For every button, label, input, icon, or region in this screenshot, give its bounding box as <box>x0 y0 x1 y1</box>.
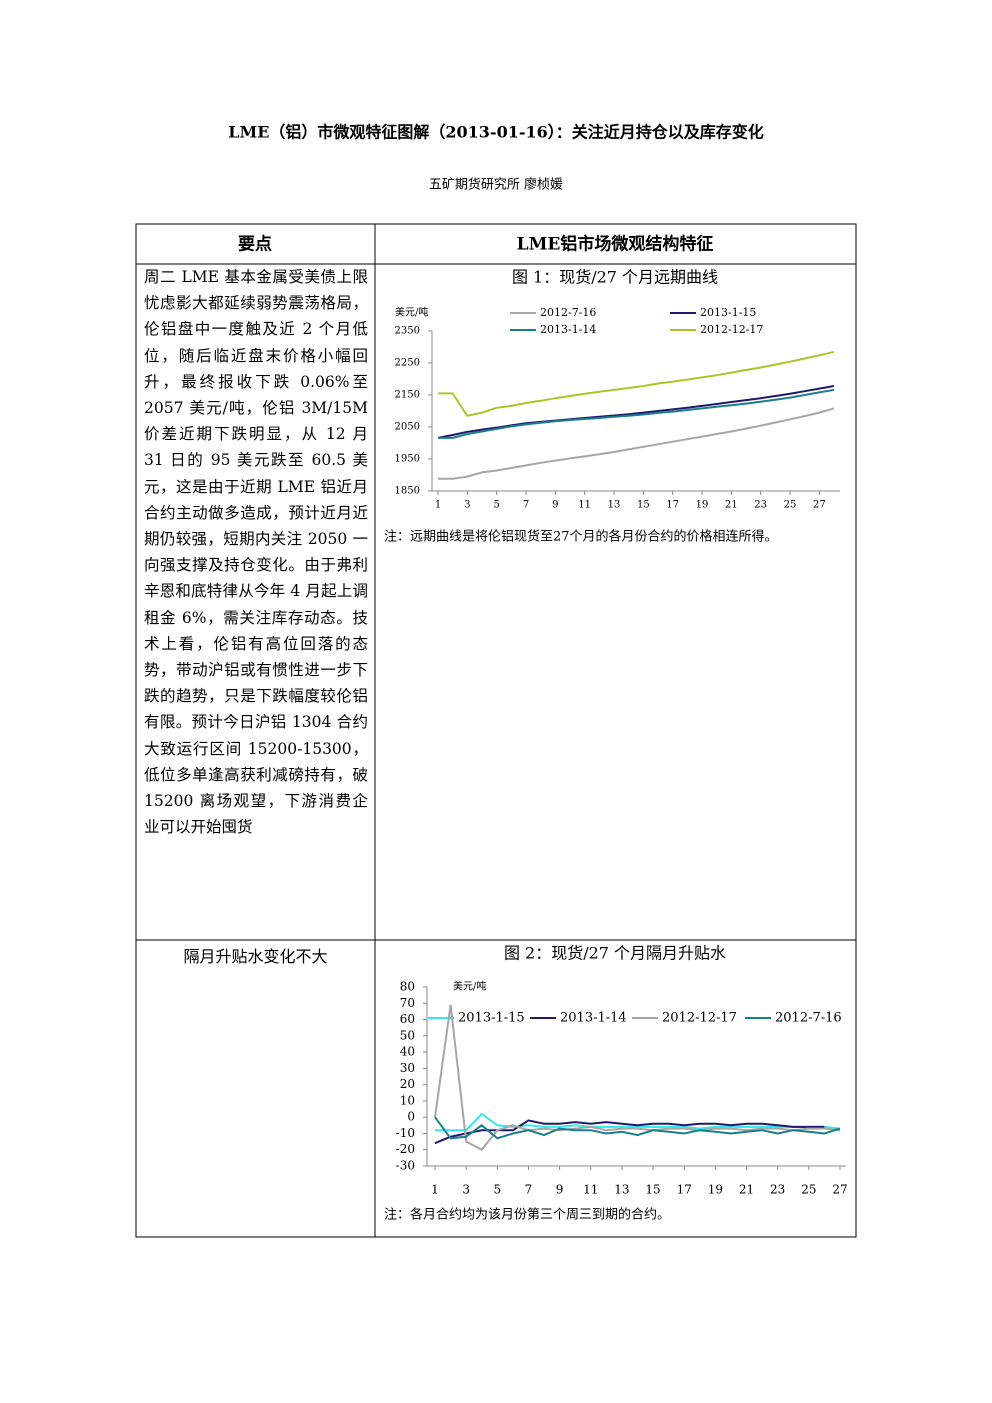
x-tick-label: 9 <box>552 500 558 511</box>
x-tick-label: 7 <box>523 500 529 511</box>
y-tick-label: 80 <box>400 980 415 994</box>
y-tick-label: -20 <box>396 1142 415 1156</box>
x-tick-label: 13 <box>608 500 621 511</box>
chart-title: 图 1：现货/27 个月远期曲线 <box>512 268 718 287</box>
x-tick-label: 13 <box>614 1183 629 1197</box>
y-tick-label: 2050 <box>395 422 420 433</box>
x-tick-label: 27 <box>832 1183 847 1197</box>
series-line <box>438 407 835 480</box>
x-tick-label: 3 <box>462 1183 470 1197</box>
legend-label: 2012-7-16 <box>540 306 596 319</box>
y-tick-label: 70 <box>400 996 415 1010</box>
series-line <box>437 385 835 439</box>
x-tick-label: 1 <box>431 1183 439 1197</box>
series-line <box>434 1116 841 1140</box>
legend-label: 2013-1-14 <box>560 1011 627 1026</box>
legend-label: 2013-1-15 <box>700 306 756 319</box>
legend-label: 2012-12-17 <box>662 1011 737 1026</box>
y-tick-label: 1950 <box>395 454 420 465</box>
x-tick-label: 5 <box>493 1183 501 1197</box>
x-tick-label: 17 <box>677 1183 692 1197</box>
y-tick-label: 40 <box>400 1045 415 1059</box>
x-tick-label: 25 <box>784 500 797 511</box>
x-tick-label: 7 <box>525 1183 533 1197</box>
x-tick-label: 3 <box>464 500 470 511</box>
table-border <box>135 223 857 1238</box>
y-tick-label: 1850 <box>395 486 420 497</box>
x-tick-label: 15 <box>637 500 650 511</box>
legend-label: 2012-7-16 <box>775 1011 842 1026</box>
y-tick-label: 2150 <box>395 390 420 401</box>
legend-label: 2013-1-15 <box>458 1011 525 1026</box>
chart-title: 图 2：现货/27 个月隔月升贴水 <box>504 944 726 963</box>
doc-title: LME（铝）市微观特征图解（2013-01-16）：关注近月持仓以及库存变化 <box>228 123 764 142</box>
x-tick-label: 11 <box>578 500 591 511</box>
x-tick-label: 19 <box>696 500 709 511</box>
x-tick-label: 27 <box>813 500 826 511</box>
y-tick-label: 60 <box>400 1012 415 1026</box>
x-tick-label: 19 <box>708 1183 723 1197</box>
x-tick-label: 15 <box>645 1183 660 1197</box>
doc-author: 五矿期货研究所 廖桢媛 <box>429 177 563 193</box>
y-tick-label: 0 <box>407 1110 415 1124</box>
x-tick-label: 17 <box>666 500 679 511</box>
y-tick-label: 2250 <box>395 358 420 369</box>
table-header: LME铝市场微观结构特征 <box>517 234 714 255</box>
y-tick-label: -10 <box>396 1126 415 1140</box>
table-header: 要点 <box>238 234 272 255</box>
chart-note: 注：各月合约均为该月份第三个周三到期的合约。 <box>384 1207 670 1223</box>
legend-label: 2012-12-17 <box>700 323 763 336</box>
x-tick-label: 11 <box>583 1183 598 1197</box>
y-tick-label: -30 <box>396 1159 415 1173</box>
series-line <box>438 350 835 417</box>
y-tick-label: 20 <box>400 1077 415 1091</box>
x-tick-label: 21 <box>725 500 738 511</box>
legend-label: 2013-1-14 <box>540 323 596 336</box>
chart-note: 注：远期曲线是将伦铝现货至27个月的各月份合约的价格相连所得。 <box>384 529 778 545</box>
series-line <box>434 1004 841 1151</box>
y-tick-label: 10 <box>400 1093 415 1107</box>
y-axis-label: 美元/吨 <box>395 306 428 319</box>
series-line <box>438 388 835 439</box>
x-tick-label: 23 <box>754 500 767 511</box>
x-tick-label: 9 <box>556 1183 564 1197</box>
x-tick-label: 1 <box>435 500 441 511</box>
y-tick-label: 2350 <box>395 326 420 337</box>
y-axis-label: 美元/吨 <box>453 980 486 993</box>
series-line <box>435 1112 841 1132</box>
x-tick-label: 21 <box>739 1183 754 1197</box>
section-text: 隔月升贴水变化不大 <box>183 947 328 966</box>
x-tick-label: 5 <box>493 500 499 511</box>
x-tick-label: 25 <box>801 1183 816 1197</box>
analysis-text: 周二 LME 基本金属受美债上限忧虑影大都延续弱势震荡格局，伦铝盘中一度触及近 … <box>144 268 368 837</box>
x-tick-label: 23 <box>770 1183 785 1197</box>
y-tick-label: 50 <box>400 1028 415 1042</box>
y-tick-label: 30 <box>400 1061 415 1075</box>
